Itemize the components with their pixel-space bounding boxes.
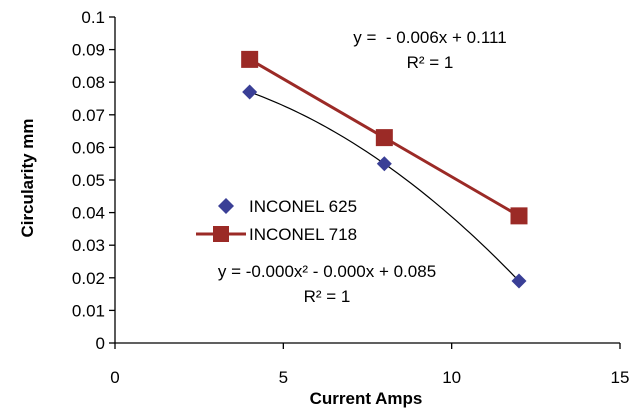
x-tick-label: 5 <box>279 368 288 387</box>
y-axis-ticks: 0 0.01 0.02 0.03 0.04 0.05 0.06 0.07 0.08 0.09 0.1 <box>72 8 115 353</box>
y-tick-label: 0.01 <box>72 301 105 320</box>
y-tick-label: 0.1 <box>81 8 105 27</box>
x-tick-label: 15 <box>611 368 630 387</box>
annotation-718-equation: y = - 0.006x + 0.111 <box>353 28 506 47</box>
y-tick-label: 0.03 <box>72 236 105 255</box>
y-axis-title: Circularity mm <box>18 118 37 237</box>
annotation-625: y = -0.000x² - 0.000x + 0.085 R² = 1 <box>218 262 436 306</box>
data-markers <box>241 50 528 289</box>
legend-label-625: INCONEL 625 <box>249 197 357 216</box>
data-point-625 <box>511 273 527 289</box>
annotation-718-r2: R² = 1 <box>407 53 454 72</box>
annotation-625-r2: R² = 1 <box>304 287 351 306</box>
x-tick-label: 0 <box>110 368 119 387</box>
y-tick-label: 0.06 <box>72 138 105 157</box>
y-tick-label: 0.08 <box>72 73 105 92</box>
trendline-625 <box>249 91 520 282</box>
x-tick-label: 10 <box>442 368 461 387</box>
annotation-718: y = - 0.006x + 0.111 R² = 1 <box>353 28 506 72</box>
y-tick-label: 0.07 <box>72 106 105 125</box>
legend-item-625: INCONEL 625 <box>218 197 357 216</box>
data-point-718 <box>375 129 393 147</box>
data-point-625 <box>242 84 258 100</box>
legend-item-718: INCONEL 718 <box>196 225 357 244</box>
legend-marker-square <box>213 226 229 242</box>
x-axis-title: Current Amps <box>310 389 423 408</box>
data-point-718 <box>510 207 528 225</box>
y-tick-label: 0.04 <box>72 204 105 223</box>
annotation-625-equation: y = -0.000x² - 0.000x + 0.085 <box>218 262 436 281</box>
legend-label-718: INCONEL 718 <box>249 225 357 244</box>
data-point-718 <box>241 50 259 68</box>
x-axis-ticks: 0 5 10 15 <box>110 343 629 387</box>
data-point-625 <box>376 156 392 172</box>
y-tick-label: 0.02 <box>72 269 105 288</box>
y-tick-label: 0.05 <box>72 171 105 190</box>
legend: INCONEL 625 INCONEL 718 <box>196 197 357 244</box>
y-tick-label: 0.09 <box>72 41 105 60</box>
legend-marker-diamond <box>218 198 234 214</box>
y-tick-label: 0 <box>96 334 105 353</box>
